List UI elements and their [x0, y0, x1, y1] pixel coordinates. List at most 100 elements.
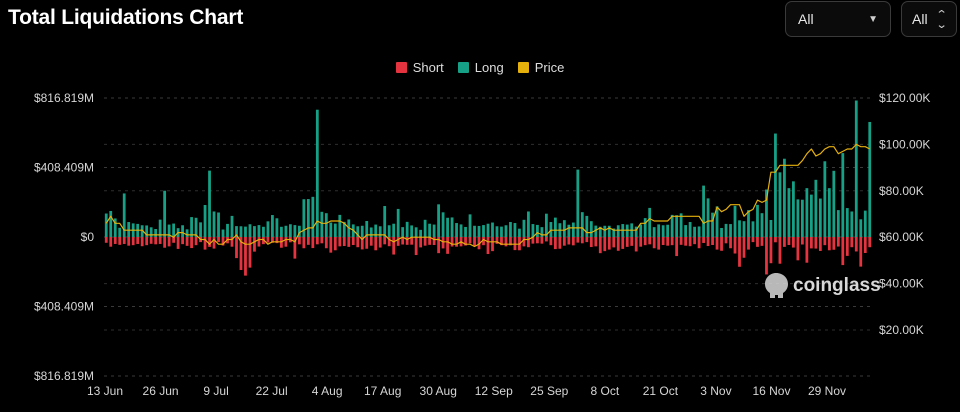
- short-bar: [760, 237, 764, 246]
- long-bar: [356, 226, 360, 237]
- long-bar: [473, 225, 476, 237]
- long-bar: [172, 223, 176, 237]
- short-bar: [562, 237, 566, 246]
- short-bar: [154, 237, 158, 245]
- short-bar: [140, 237, 144, 247]
- legend-item-price[interactable]: Price: [517, 60, 564, 75]
- long-bar: [401, 227, 405, 237]
- long-bar: [562, 220, 566, 237]
- long-bar: [688, 222, 692, 237]
- long-bar: [226, 223, 229, 237]
- y-right-tick-label: $80.00K: [879, 184, 924, 198]
- short-bar: [805, 237, 809, 263]
- long-bar: [706, 198, 710, 237]
- short-bar: [747, 237, 750, 250]
- long-bar: [531, 224, 535, 237]
- short-bar: [374, 237, 378, 251]
- y-left-tick-label: $816.819M: [34, 91, 94, 105]
- long-bar: [756, 204, 759, 237]
- long-bar: [387, 225, 391, 237]
- short-bar: [594, 237, 598, 247]
- short-bar: [522, 237, 526, 247]
- legend-item-long[interactable]: Long: [457, 60, 504, 75]
- long-bar: [257, 225, 261, 237]
- long-bar: [841, 153, 845, 237]
- short-bar: [401, 237, 405, 245]
- long-bar: [607, 225, 611, 237]
- long-bar: [527, 211, 530, 237]
- long-bar: [194, 217, 198, 237]
- short-bar: [127, 237, 131, 246]
- short-bar: [571, 237, 575, 246]
- short-bar: [432, 237, 436, 245]
- long-bar: [742, 221, 746, 237]
- short-bar: [616, 237, 620, 251]
- long-bar: [809, 194, 813, 237]
- long-bar: [845, 208, 849, 237]
- short-bar: [850, 237, 854, 248]
- short-bar: [378, 237, 382, 248]
- short-bar: [585, 237, 589, 243]
- long-bar: [333, 223, 337, 237]
- long-bar: [778, 172, 782, 237]
- long-bar: [239, 226, 243, 237]
- long-bar: [652, 227, 656, 237]
- short-bar: [832, 237, 836, 250]
- short-bar: [827, 237, 831, 251]
- short-bar: [836, 237, 840, 247]
- short-bar: [814, 237, 818, 249]
- short-bar: [365, 237, 369, 249]
- page-title: Total Liquidations Chart: [8, 6, 244, 29]
- short-bar: [715, 237, 719, 250]
- short-bar: [612, 237, 616, 248]
- long-bar: [518, 228, 521, 237]
- short-bar: [863, 237, 867, 253]
- symbol-select-value: All: [798, 11, 814, 27]
- legend-swatch-long: [457, 62, 469, 73]
- short-bar: [553, 237, 557, 250]
- long-bar: [428, 223, 432, 237]
- short-bar: [396, 237, 400, 246]
- short-bar: [625, 237, 629, 247]
- long-bar: [634, 226, 638, 237]
- x-tick-label: 9 Jul: [203, 384, 228, 398]
- short-bar: [854, 237, 858, 252]
- long-bar: [167, 224, 171, 237]
- long-bar: [536, 224, 539, 237]
- long-bar: [315, 109, 319, 237]
- short-bar: [769, 237, 773, 264]
- short-bar: [540, 237, 544, 244]
- long-bar: [765, 189, 768, 237]
- y-right-tick-label: $120.00K: [879, 91, 930, 105]
- long-bar: [437, 204, 440, 237]
- short-bar: [576, 237, 580, 243]
- symbol-select[interactable]: All ▼: [785, 1, 891, 37]
- long-bar: [199, 222, 202, 237]
- short-bar: [509, 237, 512, 246]
- long-bar: [140, 225, 144, 237]
- watermark-text: coinglass: [793, 275, 881, 296]
- long-bar: [675, 215, 679, 237]
- short-bar: [787, 237, 791, 245]
- long-bar: [832, 170, 836, 237]
- long-bar: [661, 225, 665, 237]
- long-bar: [378, 226, 382, 237]
- long-bar: [459, 224, 463, 237]
- short-bar: [172, 237, 176, 243]
- range-select[interactable]: All ⌃ ⌃: [901, 1, 957, 37]
- short-bar: [643, 237, 647, 246]
- long-bar: [468, 214, 472, 237]
- long-bar: [190, 217, 193, 237]
- long-bar: [441, 212, 445, 237]
- long-bar: [715, 206, 719, 237]
- long-bar: [859, 219, 863, 237]
- short-bar: [360, 237, 364, 250]
- long-bar: [702, 185, 705, 237]
- legend-item-short[interactable]: Short: [395, 60, 444, 75]
- long-bar: [482, 225, 485, 237]
- short-bar: [149, 237, 153, 244]
- long-bar: [118, 227, 122, 237]
- long-bar: [280, 226, 283, 237]
- long-bar: [244, 226, 247, 237]
